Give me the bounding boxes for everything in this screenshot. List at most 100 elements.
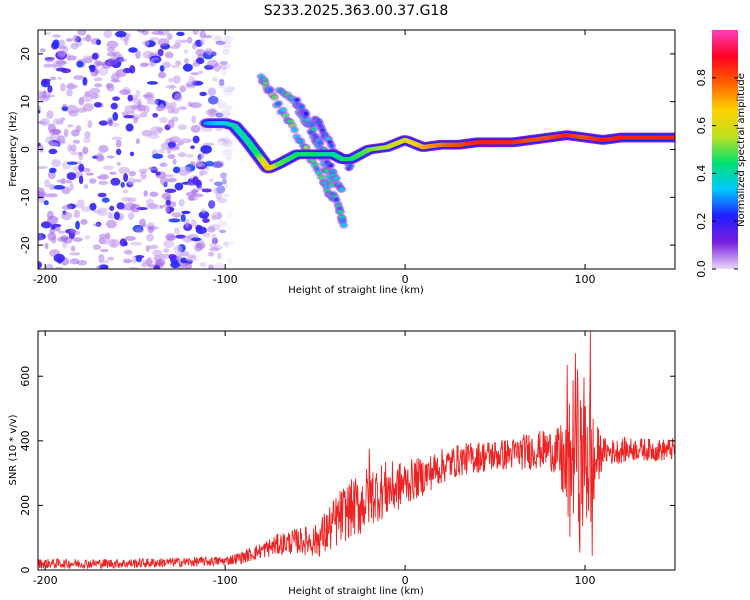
x-tick-label: -100: [213, 273, 238, 286]
noise-blob: [125, 123, 134, 132]
noise-blob: [95, 154, 105, 162]
noise-blob: [190, 219, 197, 227]
y-tick-label: 400: [19, 430, 32, 451]
noise-blob: [192, 79, 197, 84]
noise-blob: [98, 66, 109, 76]
noise-blob: [55, 227, 61, 232]
heatmap-y-label: Frequency (Hz): [8, 111, 19, 187]
noise-blob: [159, 176, 169, 186]
noise-blob: [150, 125, 163, 135]
noise-blob: [151, 30, 164, 36]
noise-blob: [212, 187, 220, 194]
noise-blob: [85, 34, 92, 42]
noise-blob: [209, 247, 220, 252]
noise-blob: [227, 226, 234, 230]
noise-blob: [184, 262, 193, 269]
x-tick-label: 0: [402, 273, 409, 286]
noise-blob: [67, 124, 74, 128]
noise-blob: [207, 226, 216, 233]
noise-blob: [112, 96, 120, 101]
noise-blob: [119, 89, 131, 96]
noise-blob: [78, 175, 84, 185]
noise-blob: [180, 214, 186, 223]
noise-blob: [222, 241, 229, 246]
noise-blob: [113, 211, 120, 220]
noise-blob: [83, 184, 89, 190]
noise-blob: [172, 158, 177, 165]
noise-blob: [57, 230, 66, 235]
snr-frame: [37, 330, 676, 571]
noise-blob: [215, 112, 224, 118]
noise-blob: [66, 161, 79, 165]
noise-blob: [207, 87, 217, 97]
noise-blob: [186, 36, 193, 44]
noise-blob: [173, 244, 183, 254]
noise-blob: [46, 110, 54, 119]
noise-blob: [142, 259, 154, 265]
noise-blob: [208, 200, 216, 209]
colorbar-tick-label: 0.6: [695, 117, 708, 135]
noise-blob: [216, 99, 227, 109]
noise-blob: [97, 192, 107, 198]
noise-blob: [176, 31, 185, 36]
noise-blob: [163, 248, 170, 253]
noise-blob: [208, 107, 217, 114]
noise-blob: [66, 53, 72, 61]
noise-blob: [136, 30, 146, 33]
noise-blob: [55, 67, 68, 72]
noise-blob: [191, 237, 202, 242]
noise-blob: [98, 144, 109, 153]
noise-blob: [192, 62, 201, 67]
noise-blob: [153, 264, 161, 269]
noise-blob: [172, 75, 181, 84]
streak-core: [276, 101, 282, 106]
noise-blob: [109, 205, 115, 211]
noise-blob: [207, 109, 220, 118]
streak-core: [333, 176, 339, 181]
streak-core: [318, 175, 324, 180]
noise-blob: [207, 59, 219, 68]
noise-blob: [212, 245, 224, 250]
streak-core: [310, 158, 316, 163]
noise-blob: [174, 182, 184, 191]
noise-blob: [45, 193, 58, 198]
noise-blob: [201, 188, 212, 193]
noise-blob: [52, 39, 60, 49]
noise-blob: [202, 218, 210, 223]
noise-blob: [55, 60, 68, 65]
noise-blob: [167, 119, 175, 129]
heatmap-x-ticks: -200 -100 0 100: [33, 30, 596, 286]
noise-blob: [66, 82, 75, 90]
streak-core: [341, 223, 347, 228]
noise-blob: [175, 39, 182, 45]
noise-blob: [100, 248, 109, 253]
y-tick-label: 0: [19, 146, 32, 153]
noise-blob: [107, 211, 113, 219]
y-tick-label: -10: [19, 188, 32, 206]
noise-blob: [204, 48, 213, 55]
snr-marks: [38, 331, 675, 570]
x-tick-label: -200: [33, 273, 58, 286]
noise-blob: [178, 106, 188, 111]
noise-blob: [186, 153, 194, 159]
snr-series-line: [38, 331, 675, 570]
noise-blob: [168, 77, 174, 83]
noise-blob: [78, 163, 85, 172]
noise-blob: [205, 109, 218, 116]
noise-blob: [75, 220, 80, 230]
noise-blob: [43, 63, 53, 68]
noise-blob: [96, 265, 102, 269]
noise-blob: [128, 47, 138, 53]
noise-blob: [98, 120, 109, 126]
noise-blob: [218, 229, 227, 234]
noise-blob: [216, 197, 228, 204]
noise-blob: [164, 51, 174, 59]
noise-blob: [61, 204, 73, 210]
noise-blob: [122, 258, 133, 264]
noise-blob: [81, 37, 87, 41]
x-tick-label: 100: [575, 574, 596, 587]
noise-blob: [116, 202, 125, 210]
noise-blob: [168, 218, 181, 223]
streak-core: [289, 123, 295, 128]
noise-blob: [221, 178, 227, 185]
